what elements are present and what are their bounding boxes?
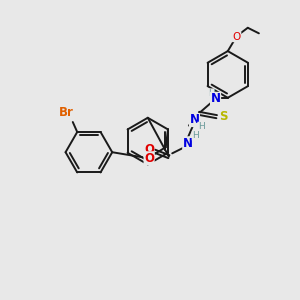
Text: S: S: [219, 110, 228, 123]
Text: N: N: [183, 137, 193, 150]
Text: O: O: [144, 143, 154, 157]
Text: N: N: [211, 92, 220, 105]
Text: O: O: [232, 32, 241, 42]
Text: N: N: [189, 113, 200, 127]
Text: H: H: [192, 131, 199, 140]
Text: H: H: [208, 89, 214, 98]
Text: H: H: [198, 122, 205, 131]
Text: O: O: [144, 152, 154, 165]
Text: Br: Br: [59, 106, 74, 118]
